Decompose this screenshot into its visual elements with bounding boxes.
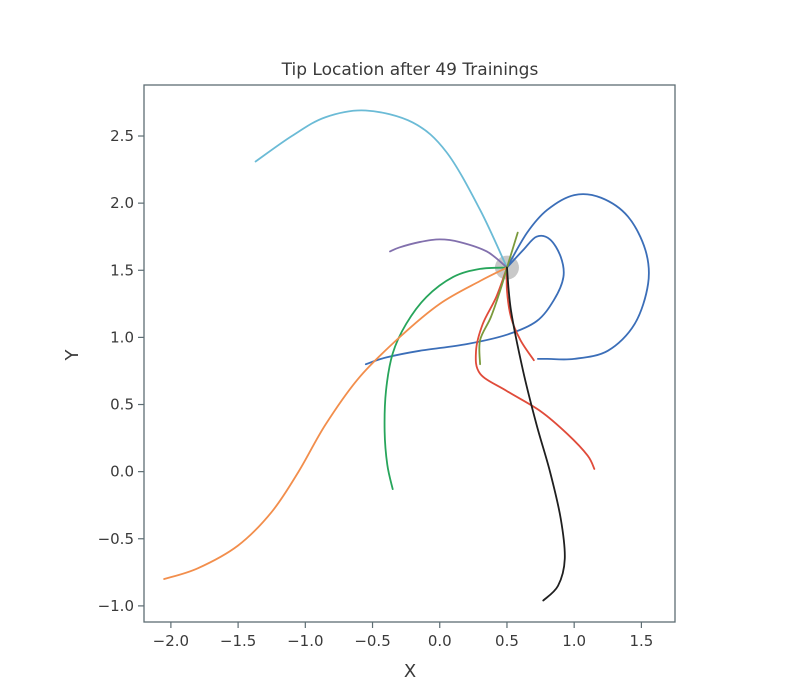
x-tick-label: 0.0	[428, 632, 452, 650]
trajectory-line-11	[506, 266, 566, 602]
trajectory-line-7	[474, 266, 596, 470]
x-tick-label: −1.5	[220, 632, 256, 650]
x-axis: −2.0 −1.5 −1.0 −0.5 0.0 0.5 1.0 1.5	[153, 622, 653, 650]
trajectory-line-10	[506, 231, 519, 269]
trajectory-line-8	[505, 266, 535, 362]
x-tick-label: 0.5	[495, 632, 519, 650]
x-tick-label: 1.0	[562, 632, 586, 650]
y-tick-label: 1.0	[110, 328, 134, 346]
y-tick-label: 0.5	[110, 396, 134, 414]
y-tick-label: 2.0	[110, 194, 134, 212]
x-tick-label: −2.0	[153, 632, 189, 650]
plot-frame	[143, 84, 676, 623]
trajectory-line-2	[364, 234, 565, 366]
y-axis: −1.0 −0.5 0.0 0.5 1.0 1.5 2.0 2.5	[98, 127, 144, 615]
trajectory-line-9	[478, 266, 508, 366]
y-tick-label: 1.5	[110, 261, 134, 279]
x-tick-label: −0.5	[354, 632, 390, 650]
x-axis-label: X	[404, 661, 416, 682]
y-tick-label: −1.0	[98, 597, 134, 615]
trajectory-line-1	[254, 109, 508, 269]
x-tick-label: −1.0	[287, 632, 323, 650]
trajectory-line-4	[389, 238, 508, 269]
y-tick-label: 2.5	[110, 127, 134, 145]
y-tick-label: −0.5	[98, 530, 134, 548]
trajectory-line-3	[506, 193, 650, 361]
chart-title: Tip Location after 49 Trainings	[281, 60, 539, 80]
y-tick-label: 0.0	[110, 463, 134, 481]
x-tick-label: 1.5	[629, 632, 653, 650]
plot-area	[163, 109, 650, 602]
y-axis-label: Y	[62, 349, 83, 362]
trajectory-line-6	[163, 266, 508, 580]
